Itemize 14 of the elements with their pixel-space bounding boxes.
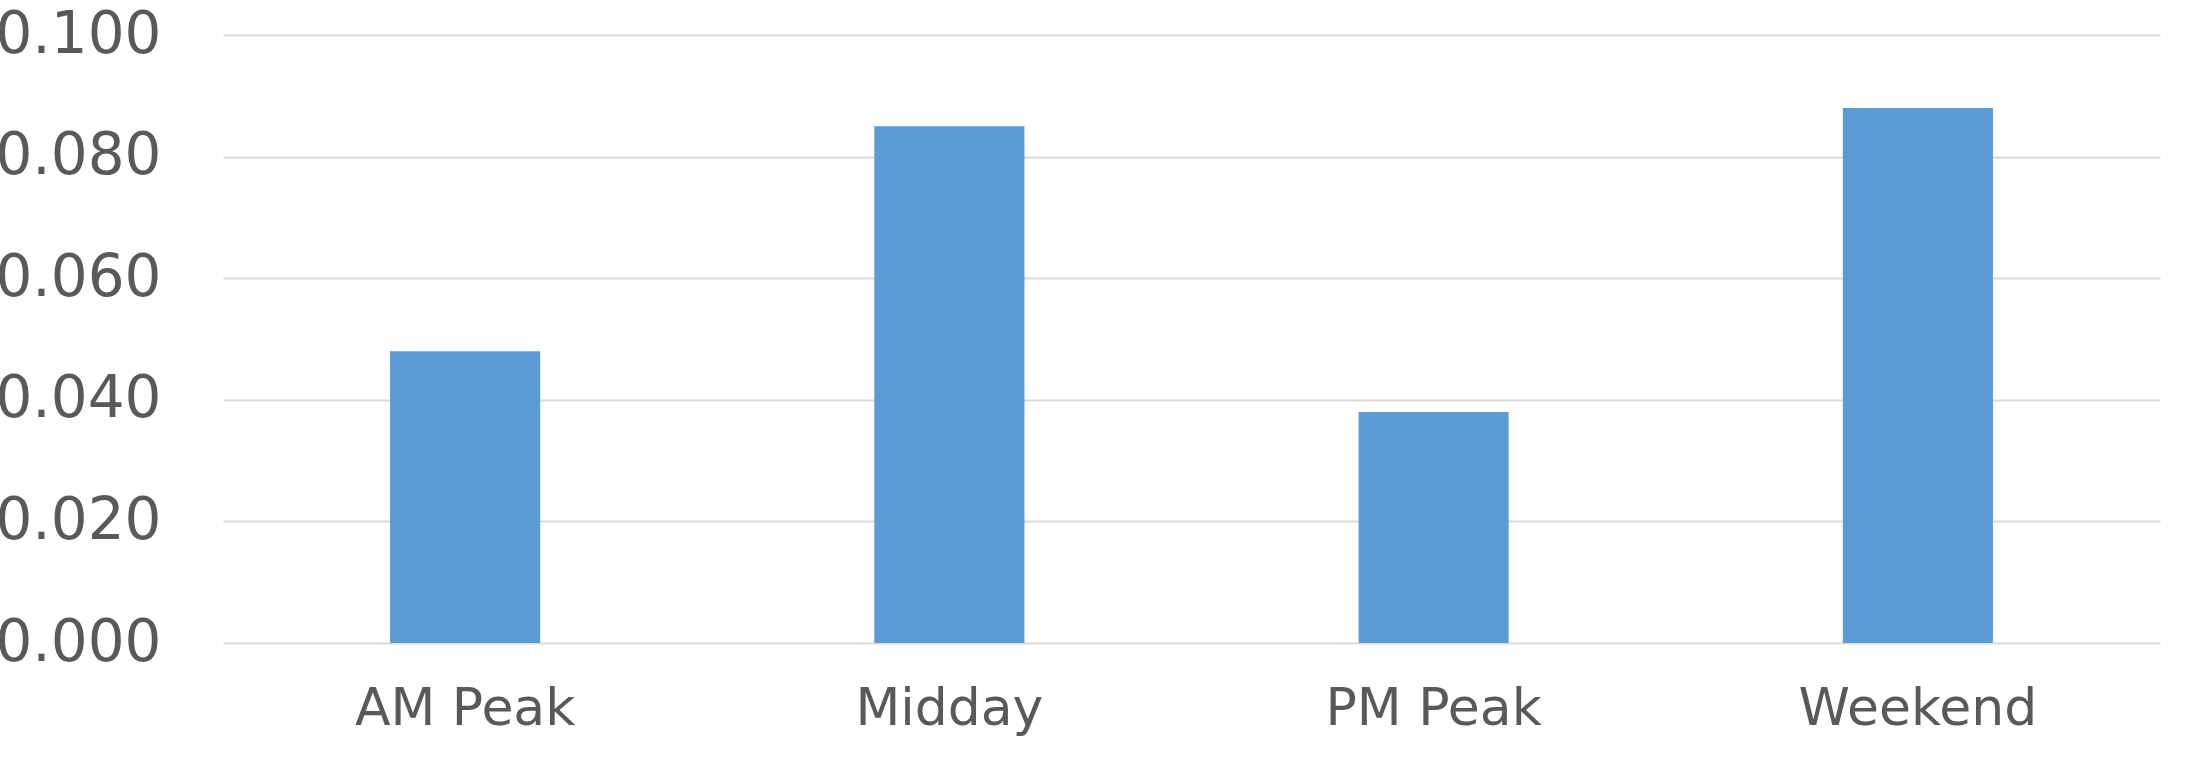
bar xyxy=(1358,411,1509,643)
y-tick-label: 0.080 xyxy=(0,120,162,189)
y-tick-label: 0.020 xyxy=(0,484,162,553)
bar xyxy=(874,126,1025,643)
bar xyxy=(1842,107,1993,643)
y-tick-label: 0.040 xyxy=(0,363,162,432)
bar xyxy=(390,351,541,643)
x-tick-label: Weekend xyxy=(1798,676,2038,737)
x-tick-label: AM Peak xyxy=(354,676,576,737)
y-tick-label: 0.060 xyxy=(0,241,162,310)
x-tick-label: Midday xyxy=(855,676,1044,737)
y-tick-label: 0.100 xyxy=(0,0,162,67)
y-tick-label: 0.000 xyxy=(0,606,162,675)
x-tick-label: PM Peak xyxy=(1325,676,1542,737)
